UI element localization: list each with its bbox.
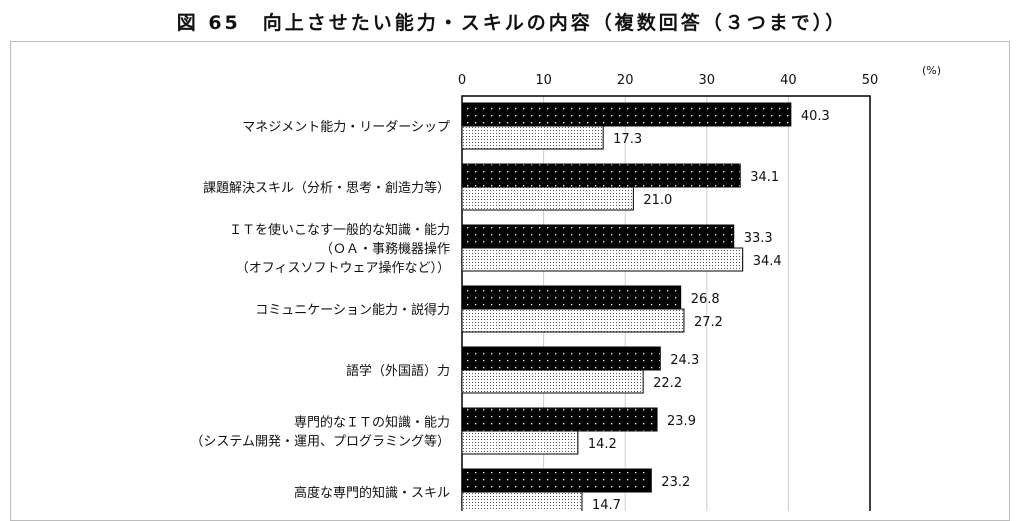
bar-series-2 — [461, 186, 634, 211]
x-tick-label: 30 — [699, 73, 716, 88]
bar-series-1 — [461, 285, 682, 310]
data-label: 33.3 — [744, 231, 773, 246]
unit-label: (%) — [922, 64, 941, 77]
category-label: 専門的なＩＴの知識・能力 — [294, 415, 450, 431]
bar-series-1 — [461, 163, 741, 188]
bar-series-1 — [461, 468, 652, 493]
data-label: 24.3 — [670, 353, 699, 368]
category-label: 語学（外国語）力 — [346, 363, 450, 379]
bar-series-2 — [461, 369, 644, 394]
category-label: （システム開発・運用、プログラミング等） — [190, 434, 450, 450]
data-label: 27.2 — [694, 315, 723, 330]
data-label: 14.2 — [588, 437, 617, 452]
x-tick-label: 40 — [780, 73, 797, 88]
x-tick-label: 20 — [617, 73, 634, 88]
data-label: 23.2 — [661, 475, 690, 490]
category-label: 課題解決スキル（分析・思考・創造力等） — [203, 180, 450, 196]
category-label: （ＯＡ・事務機器操作 — [320, 241, 450, 257]
category-label: （オフィスソフトウェア操作など）） — [236, 260, 450, 276]
data-label: 23.9 — [667, 414, 696, 429]
bar-series-2 — [461, 308, 685, 333]
data-label: 34.1 — [750, 170, 779, 185]
x-tick-label: 0 — [458, 73, 466, 88]
x-tick-label: 10 — [535, 73, 552, 88]
bar-series-2 — [461, 430, 579, 455]
category-label: マネジメント能力・リーダーシップ — [242, 120, 450, 135]
data-label: 14.7 — [592, 498, 621, 511]
data-label: 34.4 — [753, 254, 782, 269]
bar-series-1 — [461, 224, 735, 249]
bar-series-1 — [461, 102, 792, 127]
bar-series-2 — [461, 125, 604, 150]
data-label: 21.0 — [643, 193, 672, 208]
category-label: ＩＴを使いこなす一般的な知識・能力 — [229, 222, 450, 238]
bar-series-1 — [461, 407, 658, 432]
bar-series-1 — [461, 346, 661, 371]
data-label: 26.8 — [691, 292, 720, 307]
data-label: 40.3 — [801, 109, 830, 124]
data-label: 22.2 — [653, 376, 682, 391]
bar-series-2 — [461, 247, 744, 272]
category-label: コミュニケーション能力・説得力 — [255, 302, 450, 318]
bar-series-2 — [461, 491, 583, 511]
data-label: 17.3 — [613, 132, 642, 147]
category-label: 高度な専門的知識・スキル — [294, 485, 450, 501]
chart-title: 図 65 向上させたい能力・スキルの内容（複数回答（３つまで）） — [176, 12, 848, 34]
x-tick-label: 50 — [862, 73, 879, 88]
